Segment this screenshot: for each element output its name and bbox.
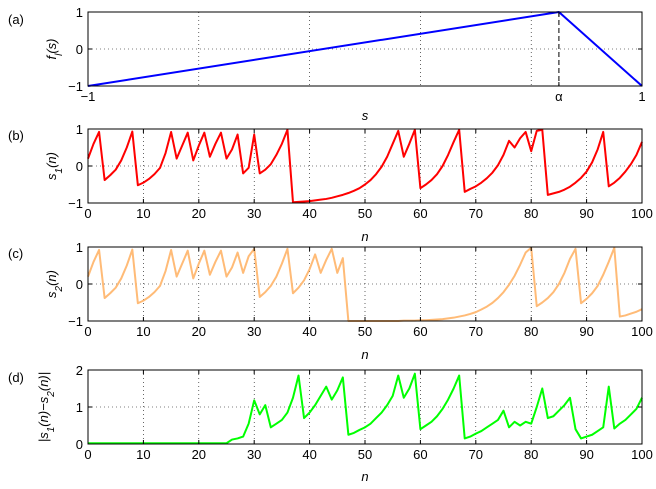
y-tick-label: 0 [76,42,83,57]
y-tick-label: 1 [76,5,83,20]
y-tick-label: −1 [68,79,83,94]
y-tick-label: 1 [76,400,83,415]
y-tick-label: 0 [76,159,83,174]
x-tick-label: 70 [469,447,483,462]
y-tick-label: 1 [76,240,83,255]
y-axis-label: s2(n) [44,270,65,298]
x-tick-label: 80 [524,447,538,462]
x-tick-label: −1 [81,89,96,104]
x-tick-label: 1 [638,89,645,104]
x-tick-label: 60 [413,447,427,462]
x-tick-label: 80 [524,206,538,221]
x-tick-label: 80 [524,324,538,339]
y-axis-label: s1(n) [44,152,65,180]
x-tick-label: 40 [302,447,316,462]
x-tick-label: 30 [247,447,261,462]
x-tick-label: 30 [247,206,261,221]
x-tick-label: 90 [579,324,593,339]
x-tick-label: 40 [302,206,316,221]
x-tick-label: 60 [413,206,427,221]
x-axis-label: n [361,229,368,244]
x-tick-label: 10 [136,206,150,221]
x-tick-label: 90 [579,447,593,462]
x-tick-label: α [555,89,563,104]
x-tick-label: 50 [358,324,372,339]
x-axis-label: n [361,469,368,484]
x-tick-label: 40 [302,324,316,339]
panel-a: −1 α 1 −1 0 1 s fl(s) (a) [8,5,646,123]
y-tick-label: 0 [76,437,83,452]
x-tick-label: 20 [192,324,206,339]
series-line [88,372,643,445]
x-tick-label: 30 [247,324,261,339]
x-tick-label: 0 [84,447,91,462]
x-tick-label: 50 [358,447,372,462]
x-axis-label: s [362,108,369,123]
x-tick-label: 0 [84,324,91,339]
x-tick-label: 100 [631,206,653,221]
y-tick-label: 2 [76,363,83,378]
series-line [87,128,643,204]
x-tick-label: 20 [192,206,206,221]
x-tick-label: 100 [631,324,653,339]
x-tick-label: 0 [84,206,91,221]
x-tick-label: 20 [192,447,206,462]
panel-label: (c) [8,246,23,261]
y-tick-label: −1 [68,196,83,211]
panel-label: (a) [8,12,24,27]
y-axis-label: |s1(n)−s2(n)| [36,372,57,442]
x-axis-label: n [361,347,368,362]
y-tick-label: −1 [68,314,83,329]
series-line [87,246,643,322]
x-tick-label: 10 [136,324,150,339]
panel-label: (d) [8,370,24,385]
x-tick-label: 90 [579,206,593,221]
y-tick-label: 0 [76,277,83,292]
y-axis-label: fl(s) [44,38,65,59]
x-tick-label: 10 [136,447,150,462]
x-tick-label: 60 [413,324,427,339]
x-tick-label: 70 [469,206,483,221]
panel-label: (b) [8,128,24,143]
x-tick-label: 50 [358,206,372,221]
x-tick-label: 100 [631,447,653,462]
y-tick-label: 1 [76,122,83,137]
panel-d: 0 10 20 30 40 50 60 70 80 90 100 0 1 2 n |s1(n)−s2(n)| (… [8,363,653,484]
x-tick-label: 70 [469,324,483,339]
